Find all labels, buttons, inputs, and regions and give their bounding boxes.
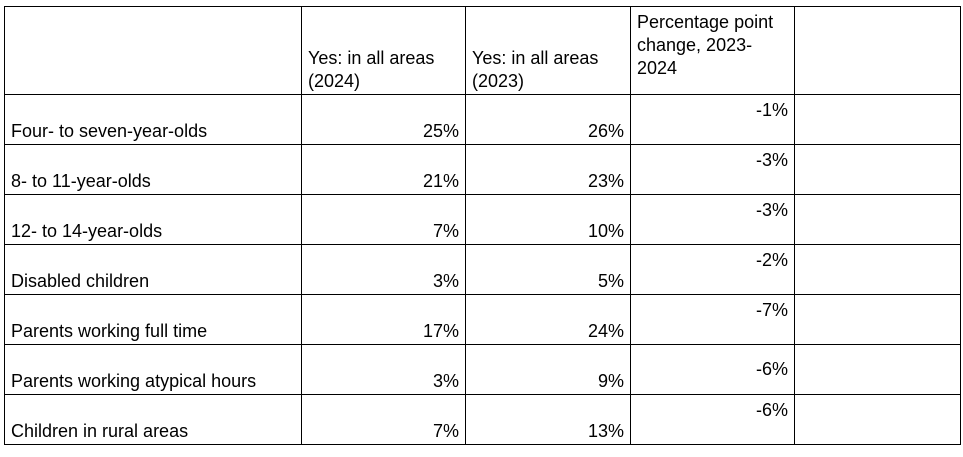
- table-row: Four- to seven-year-olds 25% 26% -1%: [4, 94, 961, 145]
- value-change: -2%: [630, 244, 795, 295]
- table-row: 8- to 11-year-olds 21% 23% -3%: [4, 144, 961, 195]
- value-2023: 10%: [465, 194, 631, 245]
- value-change: -6%: [630, 344, 795, 395]
- value-2024: 25%: [301, 94, 466, 145]
- header-category: [4, 6, 302, 95]
- empty-cell: [794, 194, 961, 245]
- header-2023: Yes: in all areas (2023): [465, 6, 631, 95]
- value-2024: 7%: [301, 194, 466, 245]
- empty-cell: [794, 394, 961, 445]
- empty-cell: [794, 94, 961, 145]
- row-label: Children in rural areas: [4, 394, 302, 445]
- header-2024: Yes: in all areas (2024): [301, 6, 466, 95]
- value-change: -3%: [630, 144, 795, 195]
- table-row: Parents working atypical hours 3% 9% -6%: [4, 344, 961, 395]
- value-2023: 23%: [465, 144, 631, 195]
- row-label: 8- to 11-year-olds: [4, 144, 302, 195]
- value-change: -7%: [630, 294, 795, 345]
- header-empty: [794, 6, 961, 95]
- value-2024: 3%: [301, 244, 466, 295]
- row-label: Disabled children: [4, 244, 302, 295]
- value-2024: 3%: [301, 344, 466, 395]
- header-percentage-change: Percentage point change, 2023-2024: [630, 6, 795, 95]
- empty-cell: [794, 344, 961, 395]
- table-row: Parents working full time 17% 24% -7%: [4, 294, 961, 345]
- value-2024: 21%: [301, 144, 466, 195]
- empty-cell: [794, 294, 961, 345]
- row-label: Parents working full time: [4, 294, 302, 345]
- empty-cell: [794, 144, 961, 195]
- row-label: Four- to seven-year-olds: [4, 94, 302, 145]
- header-row: Yes: in all areas (2024) Yes: in all are…: [4, 6, 961, 95]
- value-change: -1%: [630, 94, 795, 145]
- row-label: Parents working atypical hours: [4, 344, 302, 395]
- value-change: -3%: [630, 194, 795, 245]
- childcare-availability-table: Yes: in all areas (2024) Yes: in all are…: [4, 6, 961, 445]
- value-2023: 9%: [465, 344, 631, 395]
- table-row: 12- to 14-year-olds 7% 10% -3%: [4, 194, 961, 245]
- row-label: 12- to 14-year-olds: [4, 194, 302, 245]
- empty-cell: [794, 244, 961, 295]
- value-2024: 7%: [301, 394, 466, 445]
- value-2024: 17%: [301, 294, 466, 345]
- value-change: -6%: [630, 394, 795, 445]
- table-row: Children in rural areas 7% 13% -6%: [4, 394, 961, 445]
- value-2023: 26%: [465, 94, 631, 145]
- table-row: Disabled children 3% 5% -2%: [4, 244, 961, 295]
- value-2023: 13%: [465, 394, 631, 445]
- value-2023: 5%: [465, 244, 631, 295]
- value-2023: 24%: [465, 294, 631, 345]
